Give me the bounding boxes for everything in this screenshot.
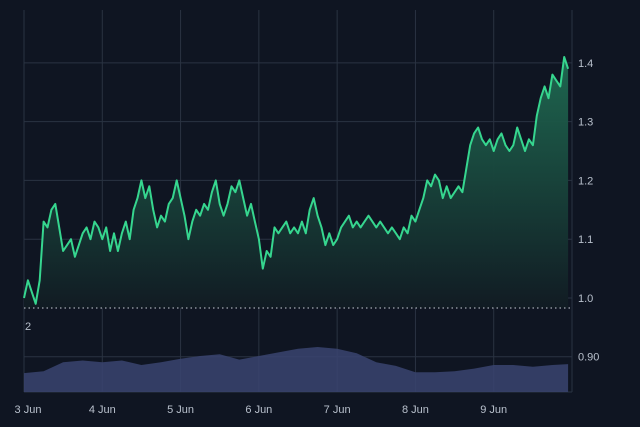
y-tick-label: 0.90 [578,352,599,364]
y-tick-label: 1.0 [578,293,593,305]
price-line [23,56,570,305]
x-axis: 3 Jun 4 Jun 5 Jun 6 Jun 7 Jun 8 Jun 9 Jun [15,404,508,416]
x-tick-label: 7 Jun [324,404,351,416]
x-tick-label: 8 Jun [402,404,429,416]
x-tick-label: 5 Jun [167,404,194,416]
y-tick-label: 1.1 [578,234,593,246]
volume-area [24,347,569,392]
volume-label: 2 [25,321,31,333]
x-tick-label: 3 Jun [15,404,42,416]
x-tick-label: 4 Jun [89,404,116,416]
volume-series [24,347,569,392]
x-tick-label: 9 Jun [480,404,507,416]
x-tick-label: 6 Jun [245,404,272,416]
price-area [24,57,569,308]
y-tick-label: 1.2 [578,175,593,187]
price-series [23,56,570,305]
y-axis: 1.4 1.3 1.2 1.1 1.0 0.90 [578,58,599,364]
y-tick-label: 1.4 [578,58,593,70]
y-tick-label: 1.3 [578,117,593,129]
price-area-fill [24,57,569,308]
